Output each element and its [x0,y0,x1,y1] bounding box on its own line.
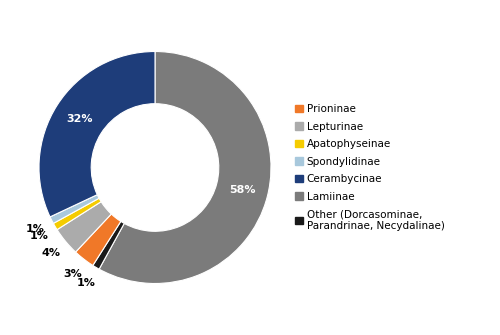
Text: 58%: 58% [229,185,256,195]
Wedge shape [39,52,155,217]
Wedge shape [76,214,121,265]
Wedge shape [93,221,124,269]
Text: 3%: 3% [63,269,82,279]
Wedge shape [50,195,99,223]
Text: 1%: 1% [30,231,48,241]
Text: 1%: 1% [26,223,44,233]
Legend: Prioninae, Lepturinae, Apatophyseinae, Spondylidinae, Cerambycinae, Lamiinae, Ot: Prioninae, Lepturinae, Apatophyseinae, S… [295,104,444,231]
Text: 32%: 32% [66,114,92,124]
Text: 4%: 4% [42,248,61,258]
Wedge shape [99,52,271,283]
Text: 1%: 1% [77,278,96,288]
Wedge shape [57,202,112,252]
Wedge shape [54,198,101,230]
